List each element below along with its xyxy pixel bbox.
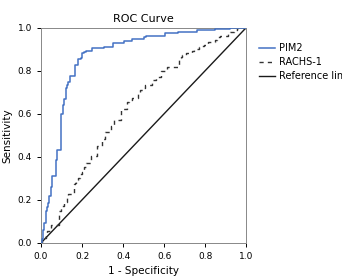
Y-axis label: Sensitivity: Sensitivity bbox=[2, 108, 12, 163]
X-axis label: 1 - Specificity: 1 - Specificity bbox=[108, 266, 179, 276]
Legend: PIM2, RACHS-1, Reference line: PIM2, RACHS-1, Reference line bbox=[259, 43, 342, 81]
Title: ROC Curve: ROC Curve bbox=[113, 14, 174, 24]
